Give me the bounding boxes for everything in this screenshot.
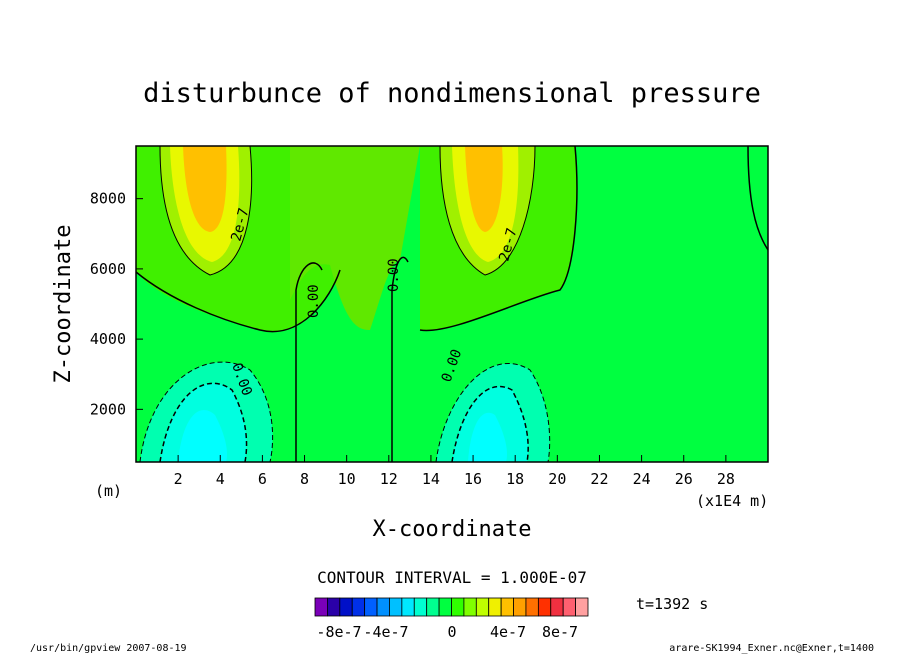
- colorbar-swatch: [537, 597, 552, 617]
- x-tick-label: 24: [633, 470, 651, 488]
- colorbar-swatch: [463, 597, 477, 617]
- x-unit-right: (x1E4 m): [696, 492, 768, 510]
- y-tick-label: 4000: [90, 330, 126, 348]
- x-tick-label: 14: [422, 470, 440, 488]
- x-axis-label: X-coordinate: [373, 517, 532, 542]
- time-text: t=1392 s: [636, 595, 708, 613]
- x-tick-label: 12: [380, 470, 398, 488]
- colorbar-swatch: [500, 597, 514, 617]
- footer-right: arare-SK1994_Exner.nc@Exner,t=1400: [669, 643, 874, 654]
- colorbar-swatch: [562, 597, 576, 617]
- x-axis: 2 4 6 8 10 12 14 16 18 20 22 24 26 28: [174, 455, 735, 488]
- colorbar-swatch: [451, 597, 465, 617]
- colorbar-swatch: [389, 597, 403, 617]
- x-tick-label: 2: [174, 470, 183, 488]
- colorbar-swatch: [413, 597, 428, 617]
- chart-title: disturbunce of nondimensional pressure: [143, 78, 761, 109]
- x-tick-label: 10: [338, 470, 356, 488]
- colorbar-swatch: [475, 597, 490, 617]
- contour-interval-text: CONTOUR INTERVAL = 1.000E-07: [317, 568, 587, 587]
- colorbar-swatch: [488, 597, 502, 617]
- colorbar-swatch: [513, 597, 527, 617]
- colorbar-label: 0: [447, 623, 456, 641]
- colorbar-label: 4e-7: [490, 623, 526, 641]
- colorbar-swatch: [339, 597, 353, 617]
- contour-label: 0.00: [386, 258, 402, 292]
- x-unit-left: (m): [95, 482, 122, 500]
- x-tick-label: 22: [590, 470, 608, 488]
- colorbar-swatch: [376, 597, 390, 617]
- y-axis-label: Z-coordinate: [51, 225, 76, 384]
- x-tick-label: 6: [258, 470, 267, 488]
- colorbar-swatch: [525, 597, 539, 617]
- colorbar-label: 8e-7: [542, 623, 578, 641]
- colorbar-swatch: [426, 597, 440, 617]
- y-tick-label: 8000: [90, 190, 126, 208]
- colorbar-swatch: [401, 597, 415, 617]
- colorbar-swatch: [438, 597, 452, 617]
- x-tick-label: 4: [216, 470, 225, 488]
- x-tick-label: 20: [548, 470, 566, 488]
- colorbar-swatch: [550, 597, 564, 617]
- colorbar-labels: -8e-7 -4e-7 0 4e-7 8e-7: [316, 623, 578, 641]
- x-tick-label: 26: [675, 470, 693, 488]
- colorbar-label: -8e-7: [316, 623, 361, 641]
- plot-area: [135, 145, 769, 463]
- x-tick-label: 28: [717, 470, 735, 488]
- contour-label: 0.00: [306, 284, 322, 318]
- footer-left: /usr/bin/gpview 2007-08-19: [30, 643, 187, 654]
- colorbar-swatch: [575, 597, 589, 617]
- colorbar-label: -4e-7: [363, 623, 408, 641]
- x-tick-label: 16: [464, 470, 482, 488]
- colorbar: [314, 597, 589, 617]
- colorbar-swatch: [351, 597, 366, 617]
- colorbar-swatch: [314, 597, 328, 617]
- colorbar-swatch: [364, 597, 378, 617]
- y-tick-label: 2000: [90, 400, 126, 418]
- y-tick-label: 6000: [90, 260, 126, 278]
- colorbar-swatch: [327, 597, 341, 617]
- y-axis: 2000 4000 6000 8000: [90, 190, 143, 418]
- x-tick-label: 18: [506, 470, 524, 488]
- x-tick-label: 8: [300, 470, 309, 488]
